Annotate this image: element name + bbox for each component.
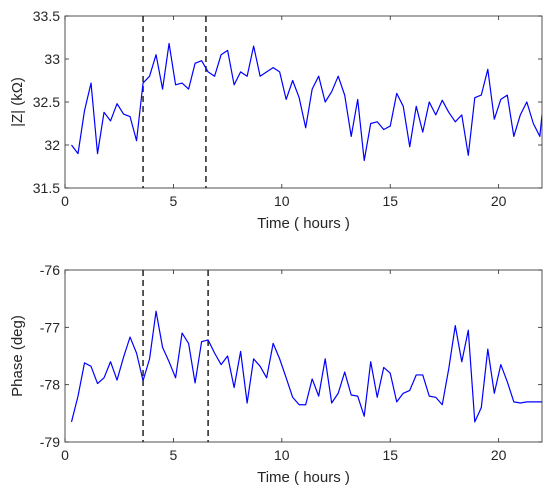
y-tick-label: -79 [40,434,60,450]
y-tick-label: 33 [44,51,60,67]
series-line-1 [70,310,542,423]
x-axis-label: Time ( hours ) [257,215,350,232]
y-tick-label: -78 [40,377,60,393]
y-tick-label: -77 [40,319,60,335]
x-tick-label: 5 [170,193,178,209]
x-tick-label: 15 [382,193,398,209]
y-axis-label: Phase (deg) [9,315,26,397]
y-tick-label: -76 [40,262,60,278]
y-tick-label: 32 [44,137,60,153]
chart-panel-1: 0 5 10 15 20 31.5 32 32.5 33 33.5 Time ( hours ) |Z… [9,8,543,232]
x-tick-label: 10 [274,193,290,209]
y-tick-label: 31.5 [33,180,60,196]
x-tick-label: 20 [491,447,507,463]
y-tick-label: 32.5 [33,94,60,110]
y-axis-label: |Z| (kΩ) [9,77,26,127]
x-tick-label: 0 [61,193,69,209]
x-tick-label: 20 [491,193,507,209]
x-tick-label: 5 [170,447,178,463]
x-tick-label: 10 [274,447,290,463]
x-tick-label: 0 [61,447,69,463]
plot-area [65,16,542,188]
x-axis-label: Time ( hours ) [257,469,350,486]
chart-panel-2: 0 5 10 15 20 -79 -78 -77 -76 Time ( hours ) Phase … [9,262,543,486]
x-tick-label: 15 [382,447,398,463]
y-tick-label: 33.5 [33,8,60,24]
series-line-1 [71,42,542,162]
axes-box [64,269,543,443]
